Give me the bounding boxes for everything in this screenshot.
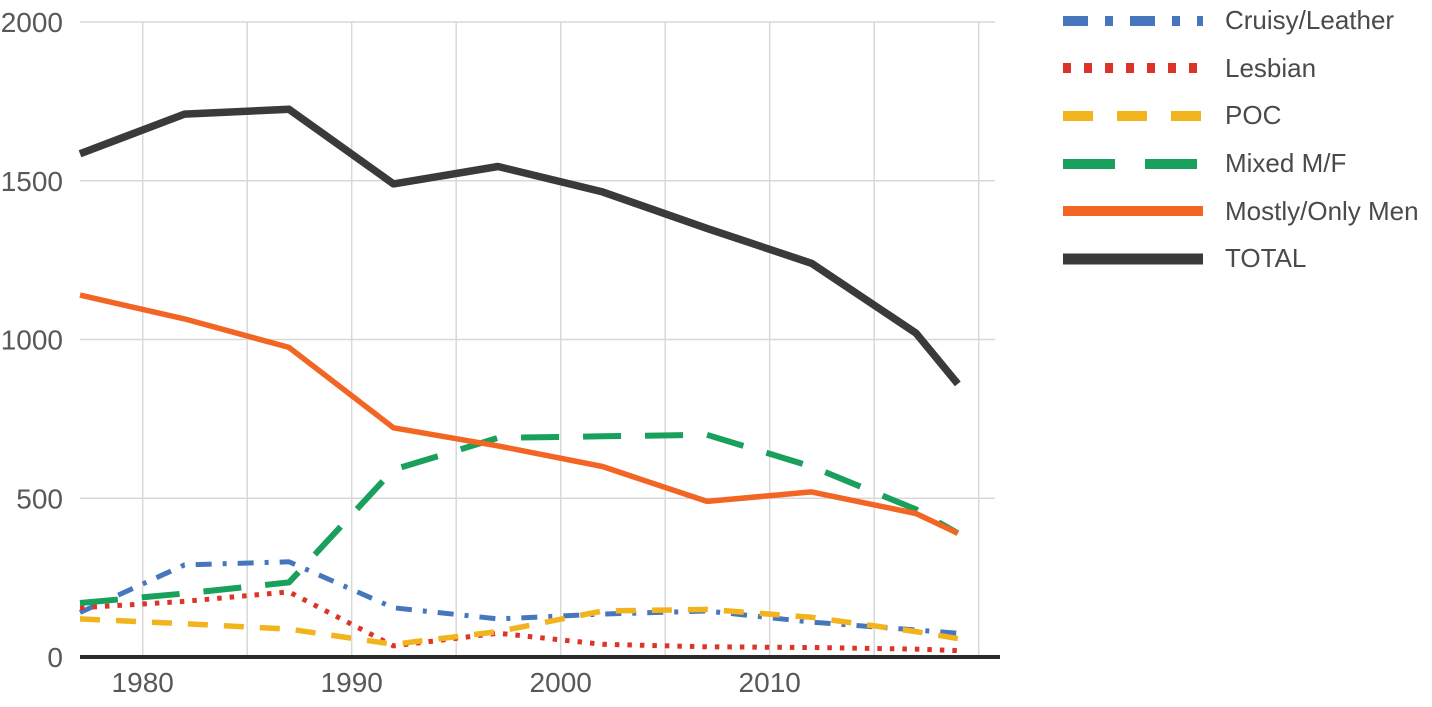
legend-item-mostly-only-men: Mostly/Only Men — [1063, 187, 1419, 235]
legend-label-mixed-mf: Mixed M/F — [1225, 148, 1347, 179]
legend-label-cruisy-leather: Cruisy/Leather — [1225, 5, 1395, 36]
x-tick-label: 1990 — [321, 667, 383, 698]
legend-label-poc: POC — [1225, 100, 1282, 131]
legend-label-lesbian: Lesbian — [1225, 52, 1317, 83]
x-tick-label: 1980 — [112, 667, 174, 698]
series-line-mostly-only-men — [79, 292, 959, 536]
x-tick-label: 2010 — [739, 667, 801, 698]
y-tick-label: 2000 — [1, 7, 63, 38]
series-line-mixed-m-f — [79, 431, 960, 606]
legend-item-cruisy-leather: Cruisy/Leather — [1063, 0, 1419, 45]
legend-label-mostly-only-men: Mostly/Only Men — [1225, 195, 1419, 226]
series-line-total — [78, 105, 961, 387]
y-tick-label: 500 — [16, 483, 63, 514]
series-line-poc — [79, 606, 959, 648]
chart-legend: Cruisy/Leather Lesbian POC Mixed M/F Mos… — [1063, 0, 1419, 283]
legend-swatch-total — [1063, 253, 1203, 265]
legend-item-poc: POC — [1063, 92, 1419, 140]
legend-item-total: TOTAL — [1063, 235, 1419, 283]
legend-swatch-mixed-mf — [1063, 158, 1203, 169]
legend-swatch-cruisy-leather — [1063, 15, 1203, 26]
legend-item-lesbian: Lesbian — [1063, 45, 1419, 93]
x-tick-label: 2000 — [530, 667, 592, 698]
y-tick-label: 1000 — [1, 325, 63, 356]
y-tick-label: 0 — [47, 642, 63, 673]
legend-swatch-poc — [1063, 110, 1203, 121]
series-line-cruisy-leather — [78, 559, 958, 636]
legend-label-total: TOTAL — [1225, 243, 1307, 274]
y-tick-label: 1500 — [1, 166, 63, 197]
legend-swatch-lesbian — [1063, 63, 1203, 74]
legend-item-mixed-mf: Mixed M/F — [1063, 140, 1419, 188]
legend-swatch-mostly-only-men — [1063, 206, 1203, 217]
